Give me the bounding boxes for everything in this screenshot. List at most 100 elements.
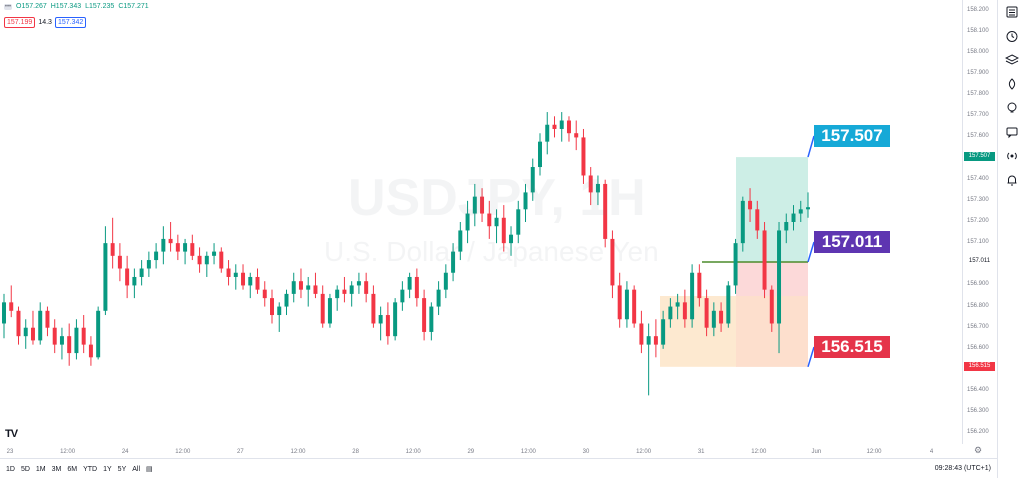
range-1y-button[interactable]: 1Y [103,465,112,473]
price-tick: 156.900 [967,281,989,288]
notification-bell-icon[interactable] [998,168,1024,192]
range-all-button[interactable]: All [132,465,141,473]
tradingview-logo: TV [5,428,18,440]
candle-body [523,192,528,210]
candle-body [81,327,86,345]
candle-body [690,272,695,320]
candle-body [784,222,789,231]
range-1d-button[interactable]: 1D [6,465,15,473]
legend-menu-icon[interactable]: ••• [4,3,12,10]
candle-body [806,207,810,210]
time-tick: 29 [467,449,475,455]
lightbulb-icon[interactable] [998,96,1024,120]
chart-pane[interactable]: USDJPY, 1H U.S. Dollar / Japanese Yen ••… [0,0,962,444]
candle-body [378,315,383,324]
candle-body [38,310,43,341]
chat-icon[interactable] [998,120,1024,144]
candle-body [624,289,629,320]
axis-settings-icon[interactable]: ⚙ [974,445,983,455]
buy-button[interactable]: 157.342 [54,17,87,28]
price-tick: 156.200 [967,429,989,436]
candle-body [603,183,608,239]
range-3m-button[interactable]: 3M [51,465,62,473]
candle-body [697,272,702,299]
watchlist-icon[interactable] [998,0,1024,24]
candle-body [248,276,253,286]
candle-body [595,183,600,193]
candle-body [451,251,456,273]
price-tick: 157.300 [967,196,989,203]
candle-body [617,285,622,320]
clock-display[interactable]: 09:28:43 (UTC+1) [934,465,991,472]
candle-body [487,213,492,227]
price-tick: 157.900 [967,70,989,76]
candle-body [480,196,485,214]
time-tick: 23 [6,449,14,455]
candle-body [298,281,303,290]
candlestick-chart[interactable] [0,0,962,444]
candle-body [313,285,318,294]
entry-callout[interactable]: 157.011 [814,231,890,253]
candle-body [661,319,666,345]
candle-body [653,336,658,345]
range-1m-button[interactable]: 1M [35,465,46,473]
candle-body [509,234,514,244]
candle-body [45,310,50,328]
time-tick: 12:00 [751,449,767,455]
candle-body [436,289,441,307]
candle-body [197,255,202,265]
candle-body [204,255,209,265]
target-zone [736,157,808,262]
broadcast-icon[interactable] [998,144,1024,168]
trade-buttons: 157.199 14.3 157.342 [4,17,87,28]
alert-clock-icon[interactable] [998,24,1024,48]
candle-body [422,298,427,332]
candle-body [284,293,289,307]
candle-body [23,327,28,337]
candle-body [262,289,267,299]
candle-body [610,238,615,286]
sell-button[interactable]: 157.199 [4,17,36,28]
price-tick: 157.400 [967,175,989,182]
target-price-badge: 157.507 [964,152,995,162]
candle-body [190,243,195,256]
entry-leader [807,241,815,263]
price-axis[interactable]: 158.200 158.100 158.000 157.900 157.800 157.7… [962,0,997,444]
target-leader [807,135,815,158]
time-tick: 12:00 [175,449,191,455]
goto-date-icon[interactable]: ▤ [146,466,153,473]
range-5d-button[interactable]: 5D [20,465,30,473]
candle-body [501,217,506,244]
candle-body [494,217,499,227]
layers-icon[interactable] [998,48,1024,72]
candle-body [726,285,731,324]
price-tick: 156.400 [967,387,989,394]
candle-body [566,120,571,134]
date-range-selector: 1D 5D 1M 3M 6M YTD 1Y 5Y All ▤ [6,465,159,474]
time-tick: 12:00 [520,449,536,455]
candle-body [675,302,680,307]
range-5y-button[interactable]: 5Y [117,465,127,473]
price-tick: 156.800 [967,302,989,309]
stop-price-badge: 156.515 [964,361,995,371]
candle-body [400,289,405,303]
time-tick: 4 [929,449,934,455]
candle-body [443,272,448,290]
candle-body [306,285,311,290]
stop-callout[interactable]: 156.515 [814,336,890,358]
candle-body [241,272,246,286]
candle-body [574,133,579,138]
range-6m-button[interactable]: 6M [67,465,78,473]
entry-price-badge: 157.011 [964,256,995,266]
range-ytd-button[interactable]: YTD [83,465,98,473]
candle-body [733,243,738,286]
time-tick: 31 [697,449,705,455]
candle-body [168,238,173,244]
candle-body [2,302,6,324]
candle-body [74,327,79,354]
legend-high: H157.343 [50,3,82,10]
ideas-icon[interactable] [998,72,1024,96]
target-callout[interactable]: 157.507 [814,125,890,147]
time-tick: 12:00 [866,449,882,455]
time-tick: Jun [811,449,822,455]
